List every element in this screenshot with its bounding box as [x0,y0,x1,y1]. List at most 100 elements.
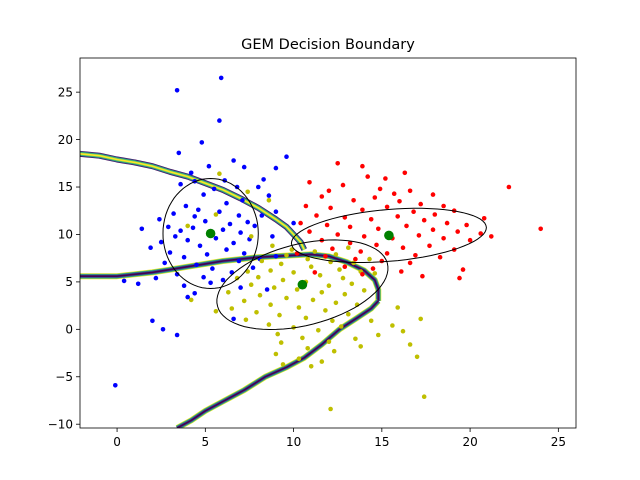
data-point-cluster-2 [481,216,487,221]
data-point-cluster-2 [467,237,473,243]
data-point-cluster-0 [218,75,224,81]
data-point-cluster-2 [384,204,390,210]
data-point-cluster-1 [217,171,222,176]
data-point-cluster-0 [171,211,176,216]
data-point-cluster-0 [273,209,279,214]
x-tick-label: 0 [113,435,121,449]
data-point-cluster-0 [250,265,256,271]
y-tick-label: −10 [48,417,73,431]
data-point-cluster-0 [113,383,118,388]
x-axis-ticks: 0 5 10 15 20 25 [113,428,566,449]
data-point-cluster-2 [413,253,418,258]
data-point-cluster-2 [421,217,427,223]
data-point-cluster-2 [365,174,371,179]
data-point-cluster-2 [391,191,397,196]
cluster-center-0 [205,228,216,239]
data-point-cluster-1 [333,252,339,257]
data-point-cluster-1 [319,359,325,364]
data-point-cluster-0 [252,223,257,229]
data-point-cluster-0 [148,245,153,250]
data-point-cluster-1 [308,364,314,369]
data-point-cluster-1 [361,288,367,293]
data-point-cluster-1 [284,253,289,258]
data-point-cluster-1 [284,295,289,301]
data-point-cluster-1 [185,223,190,229]
y-tick-label: 5 [65,275,73,289]
data-point-cluster-0 [217,209,222,214]
data-point-cluster-2 [307,229,312,234]
data-point-cluster-0 [245,219,250,225]
data-point-cluster-0 [241,251,247,256]
data-point-cluster-0 [178,228,183,233]
data-point-cluster-0 [236,258,242,264]
boundary-line-yellow-red-lower [176,300,379,428]
data-point-cluster-0 [211,186,217,192]
data-point-cluster-2 [314,213,319,218]
data-point-cluster-1 [303,315,309,321]
data-point-cluster-0 [220,277,226,283]
data-point-cluster-1 [291,270,296,275]
data-point-cluster-2 [432,212,438,217]
data-point-cluster-1 [390,323,395,328]
cluster-center-1 [297,279,308,290]
data-point-cluster-0 [213,236,219,241]
data-point-cluster-1 [296,305,302,310]
data-point-cluster-1 [308,264,314,270]
data-point-cluster-2 [328,205,333,211]
data-point-cluster-1 [372,271,378,276]
data-point-cluster-1 [328,406,333,412]
data-point-cluster-0 [135,281,141,287]
data-point-cluster-0 [162,260,167,266]
data-point-cluster-0 [178,181,183,187]
data-point-cluster-2 [370,266,376,271]
data-point-cluster-1 [353,336,358,342]
data-point-cluster-1 [407,342,413,347]
data-point-cluster-1 [358,344,364,349]
data-point-cluster-2 [506,184,512,190]
data-point-cluster-1 [414,354,420,360]
data-point-cluster-1 [294,287,300,292]
cluster-ellipses [162,177,487,331]
data-point-cluster-2 [335,232,341,237]
data-point-cluster-1 [280,277,286,283]
data-point-cluster-0 [273,253,279,259]
data-point-cluster-0 [174,332,180,338]
data-point-cluster-1 [255,274,261,280]
data-point-cluster-2 [335,161,341,166]
data-point-cluster-1 [331,348,337,354]
y-tick-label: 25 [58,85,73,99]
plot-area [80,75,543,428]
data-point-cluster-1 [333,300,339,306]
data-point-cluster-1 [418,316,424,322]
data-point-cluster-1 [289,247,295,252]
data-point-cluster-2 [407,260,413,266]
data-point-cluster-1 [268,302,273,308]
chart-title: GEM Decision Boundary [241,37,415,53]
data-point-cluster-1 [342,291,348,297]
data-point-cluster-0 [158,239,164,245]
data-point-cluster-0 [255,184,261,190]
data-point-cluster-1 [268,268,273,273]
data-point-cluster-1 [266,322,272,327]
data-point-cluster-0 [139,226,145,232]
y-tick-label: 10 [58,228,73,242]
data-point-cluster-1 [330,318,335,324]
data-point-cluster-1 [277,312,282,318]
data-point-cluster-1 [346,311,351,317]
data-point-cluster-0 [236,213,242,218]
y-tick-label: −5 [55,370,73,384]
data-point-cluster-1 [337,267,342,272]
data-point-cluster-1 [234,275,240,281]
data-point-cluster-0 [270,234,275,239]
cluster-ellipse-1 [216,239,389,331]
y-axis-ticks: −10 −5 0 5 10 15 20 25 [48,85,80,431]
data-points [113,75,543,412]
data-point-cluster-2 [383,176,388,181]
data-point-cluster-0 [153,275,159,281]
data-point-cluster-1 [367,256,372,262]
x-tick-label: 10 [286,435,301,449]
data-point-cluster-1 [305,346,311,351]
axes-frame [79,57,577,429]
data-point-cluster-0 [197,243,203,249]
data-point-cluster-2 [353,256,358,262]
